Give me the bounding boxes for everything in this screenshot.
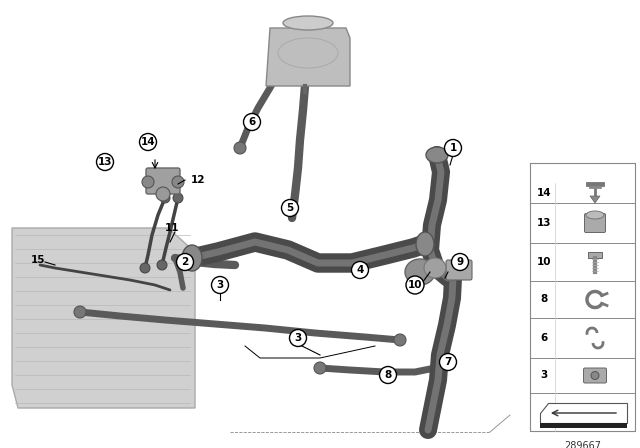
Polygon shape (12, 228, 195, 408)
Circle shape (451, 254, 468, 271)
Text: 14: 14 (141, 137, 156, 147)
Circle shape (211, 276, 228, 293)
Text: 3: 3 (294, 333, 301, 343)
Text: 2: 2 (181, 257, 189, 267)
Text: 10: 10 (408, 280, 422, 290)
Polygon shape (540, 403, 627, 423)
FancyBboxPatch shape (584, 214, 605, 233)
Text: 6: 6 (248, 117, 255, 127)
Circle shape (380, 366, 397, 383)
Circle shape (440, 353, 456, 370)
FancyBboxPatch shape (530, 163, 635, 431)
Text: 3: 3 (540, 370, 548, 380)
Circle shape (157, 260, 167, 270)
Text: 8: 8 (540, 294, 548, 305)
FancyBboxPatch shape (146, 168, 180, 194)
FancyBboxPatch shape (540, 423, 627, 428)
Circle shape (314, 362, 326, 374)
Circle shape (160, 193, 170, 203)
Circle shape (351, 262, 369, 279)
Circle shape (591, 371, 599, 379)
Polygon shape (266, 28, 350, 86)
Circle shape (74, 306, 86, 318)
Text: 13: 13 (98, 157, 112, 167)
Polygon shape (590, 196, 600, 203)
Text: 10: 10 (537, 257, 551, 267)
Circle shape (97, 154, 113, 171)
Circle shape (445, 139, 461, 156)
Text: 289667: 289667 (564, 441, 601, 448)
Circle shape (406, 276, 424, 294)
Ellipse shape (405, 259, 435, 285)
Text: 14: 14 (537, 188, 551, 198)
Text: 6: 6 (540, 333, 548, 343)
Text: 4: 4 (356, 265, 364, 275)
Text: 15: 15 (31, 255, 45, 265)
Text: 7: 7 (444, 357, 452, 367)
Text: 11: 11 (164, 223, 179, 233)
Text: 3: 3 (216, 280, 223, 290)
Circle shape (243, 113, 260, 130)
Ellipse shape (426, 147, 448, 163)
Circle shape (173, 193, 183, 203)
FancyBboxPatch shape (446, 260, 472, 280)
FancyBboxPatch shape (584, 368, 607, 383)
Ellipse shape (182, 245, 202, 271)
Circle shape (140, 134, 157, 151)
Text: 9: 9 (456, 257, 463, 267)
Text: 1: 1 (449, 143, 456, 153)
Circle shape (172, 176, 184, 188)
Circle shape (140, 263, 150, 273)
Circle shape (234, 142, 246, 154)
Ellipse shape (283, 16, 333, 30)
Circle shape (156, 187, 170, 201)
Circle shape (394, 334, 406, 346)
Text: 5: 5 (286, 203, 294, 213)
Circle shape (177, 254, 193, 271)
Ellipse shape (424, 258, 446, 278)
Ellipse shape (416, 232, 434, 256)
Circle shape (282, 199, 298, 216)
Text: 8: 8 (385, 370, 392, 380)
Ellipse shape (586, 211, 604, 219)
Text: 12: 12 (191, 175, 205, 185)
Circle shape (289, 329, 307, 346)
Text: 13: 13 (537, 218, 551, 228)
Circle shape (142, 176, 154, 188)
Polygon shape (588, 252, 602, 258)
